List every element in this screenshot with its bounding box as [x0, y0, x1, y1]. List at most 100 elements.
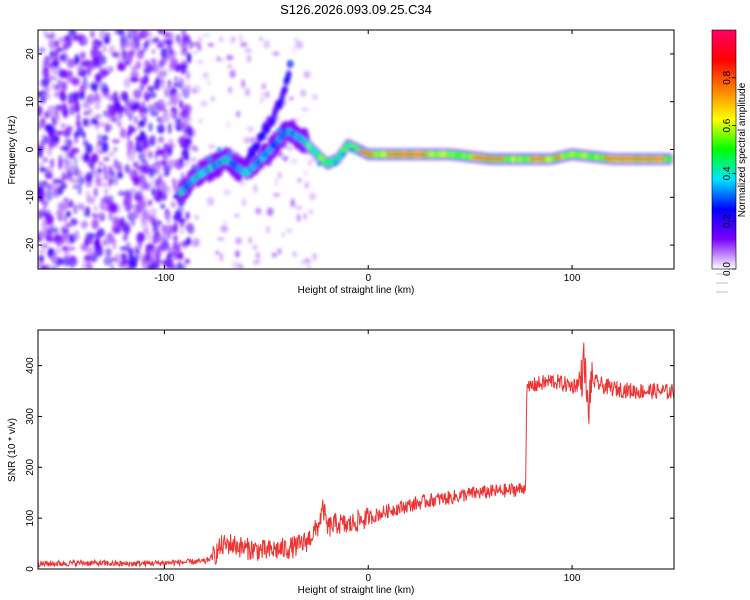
- noise-blob: [124, 194, 133, 207]
- spectrogram-y-tick-label: 10: [25, 96, 36, 108]
- noise-blob: [88, 93, 95, 105]
- figure-title: S126.2026.093.09.25.C34: [280, 2, 432, 17]
- noise-blob: [283, 101, 287, 106]
- ridge-spot: [206, 156, 212, 162]
- noise-blob: [179, 227, 185, 235]
- noise-blob: [52, 56, 61, 69]
- noise-blob: [266, 207, 274, 216]
- noise-blob: [215, 250, 220, 255]
- spectrogram-y-label: Frequency (Hz): [7, 116, 18, 185]
- noise-blob: [157, 41, 163, 48]
- noise-blob: [77, 65, 84, 72]
- noise-blob: [91, 43, 100, 50]
- noise-blob: [59, 103, 68, 111]
- spectrogram-y-tick-label: 0: [25, 146, 36, 152]
- branch-blob: [282, 85, 289, 94]
- noise-blob: [132, 208, 140, 220]
- noise-blob: [185, 37, 191, 43]
- noise-blob: [307, 157, 312, 166]
- noise-blob: [206, 197, 215, 206]
- noise-blob: [155, 247, 162, 259]
- noise-blob: [105, 232, 114, 245]
- colorbar-tick-label: 0.2: [722, 214, 733, 228]
- noise-blob: [46, 225, 54, 231]
- noise-blob: [142, 141, 148, 149]
- noise-blob: [85, 246, 94, 255]
- noise-blob: [66, 125, 73, 132]
- noise-blob: [38, 261, 41, 269]
- noise-blob: [303, 70, 311, 79]
- noise-blob: [170, 200, 177, 209]
- noise-blob: [63, 42, 70, 51]
- noise-blob: [117, 64, 126, 71]
- noise-blob: [178, 251, 184, 261]
- noise-blob: [218, 36, 224, 43]
- noise-blob: [94, 73, 102, 82]
- noise-blob: [277, 248, 282, 255]
- noise-blob: [103, 35, 111, 45]
- noise-blob: [211, 96, 215, 102]
- noise-blob: [296, 213, 301, 223]
- noise-blob: [127, 30, 135, 39]
- snr-panel: -100 0 100 0 100 200 300 400 Height of straight…: [7, 329, 675, 596]
- noise-blob: [126, 140, 135, 151]
- noise-blob: [167, 79, 171, 90]
- noise-blob: [236, 111, 241, 118]
- noise-blob: [89, 236, 94, 246]
- noise-blob: [166, 253, 172, 260]
- noise-blob: [85, 60, 93, 66]
- noise-blob: [261, 83, 267, 90]
- noise-blob: [174, 76, 178, 83]
- noise-blob: [154, 160, 163, 167]
- noise-blob: [85, 174, 89, 182]
- ridge-spot: [217, 147, 222, 152]
- noise-blob: [302, 170, 309, 176]
- noise-blob: [163, 143, 169, 154]
- noise-blob: [157, 234, 166, 245]
- noise-blob: [63, 197, 69, 203]
- noise-blob: [172, 82, 181, 87]
- noise-blob: [177, 218, 186, 223]
- noise-blob: [131, 102, 141, 110]
- ridge-spot: [276, 127, 281, 133]
- noise-blob: [112, 176, 119, 186]
- noise-blob: [82, 139, 89, 147]
- noise-blob: [125, 227, 129, 237]
- noise-blob: [107, 111, 111, 123]
- noise-blob: [172, 255, 180, 261]
- noise-blob: [299, 89, 307, 97]
- noise-blob: [199, 100, 208, 108]
- noise-blob: [126, 248, 135, 254]
- noise-blob: [108, 151, 115, 156]
- noise-blob: [59, 92, 67, 103]
- noise-blob: [102, 164, 108, 177]
- noise-blob: [100, 82, 108, 94]
- noise-blob: [244, 48, 252, 53]
- noise-blob: [152, 233, 158, 245]
- noise-blob: [42, 66, 50, 79]
- noise-blob: [252, 244, 258, 250]
- noise-blob: [151, 187, 156, 196]
- noise-blob: [181, 149, 187, 158]
- noise-blob: [94, 92, 102, 104]
- noise-blob: [197, 59, 204, 65]
- noise-blob: [51, 116, 55, 121]
- noise-blob: [281, 232, 286, 237]
- noise-blob: [164, 108, 168, 115]
- noise-blob: [139, 49, 145, 54]
- noise-blob: [100, 55, 107, 66]
- noise-blob: [184, 138, 193, 145]
- noise-blob: [53, 43, 61, 52]
- snr-y-label: SNR (10 * v/v): [7, 418, 18, 482]
- noise-blob: [207, 43, 215, 47]
- noise-blob: [103, 175, 109, 180]
- noise-blob: [161, 112, 170, 123]
- noise-blob: [81, 100, 88, 109]
- noise-blob: [119, 246, 128, 251]
- noise-blob: [64, 34, 72, 43]
- noise-blob: [157, 60, 165, 69]
- noise-blob: [174, 159, 181, 171]
- ridge-spot: [259, 151, 265, 157]
- noise-blob: [156, 144, 161, 150]
